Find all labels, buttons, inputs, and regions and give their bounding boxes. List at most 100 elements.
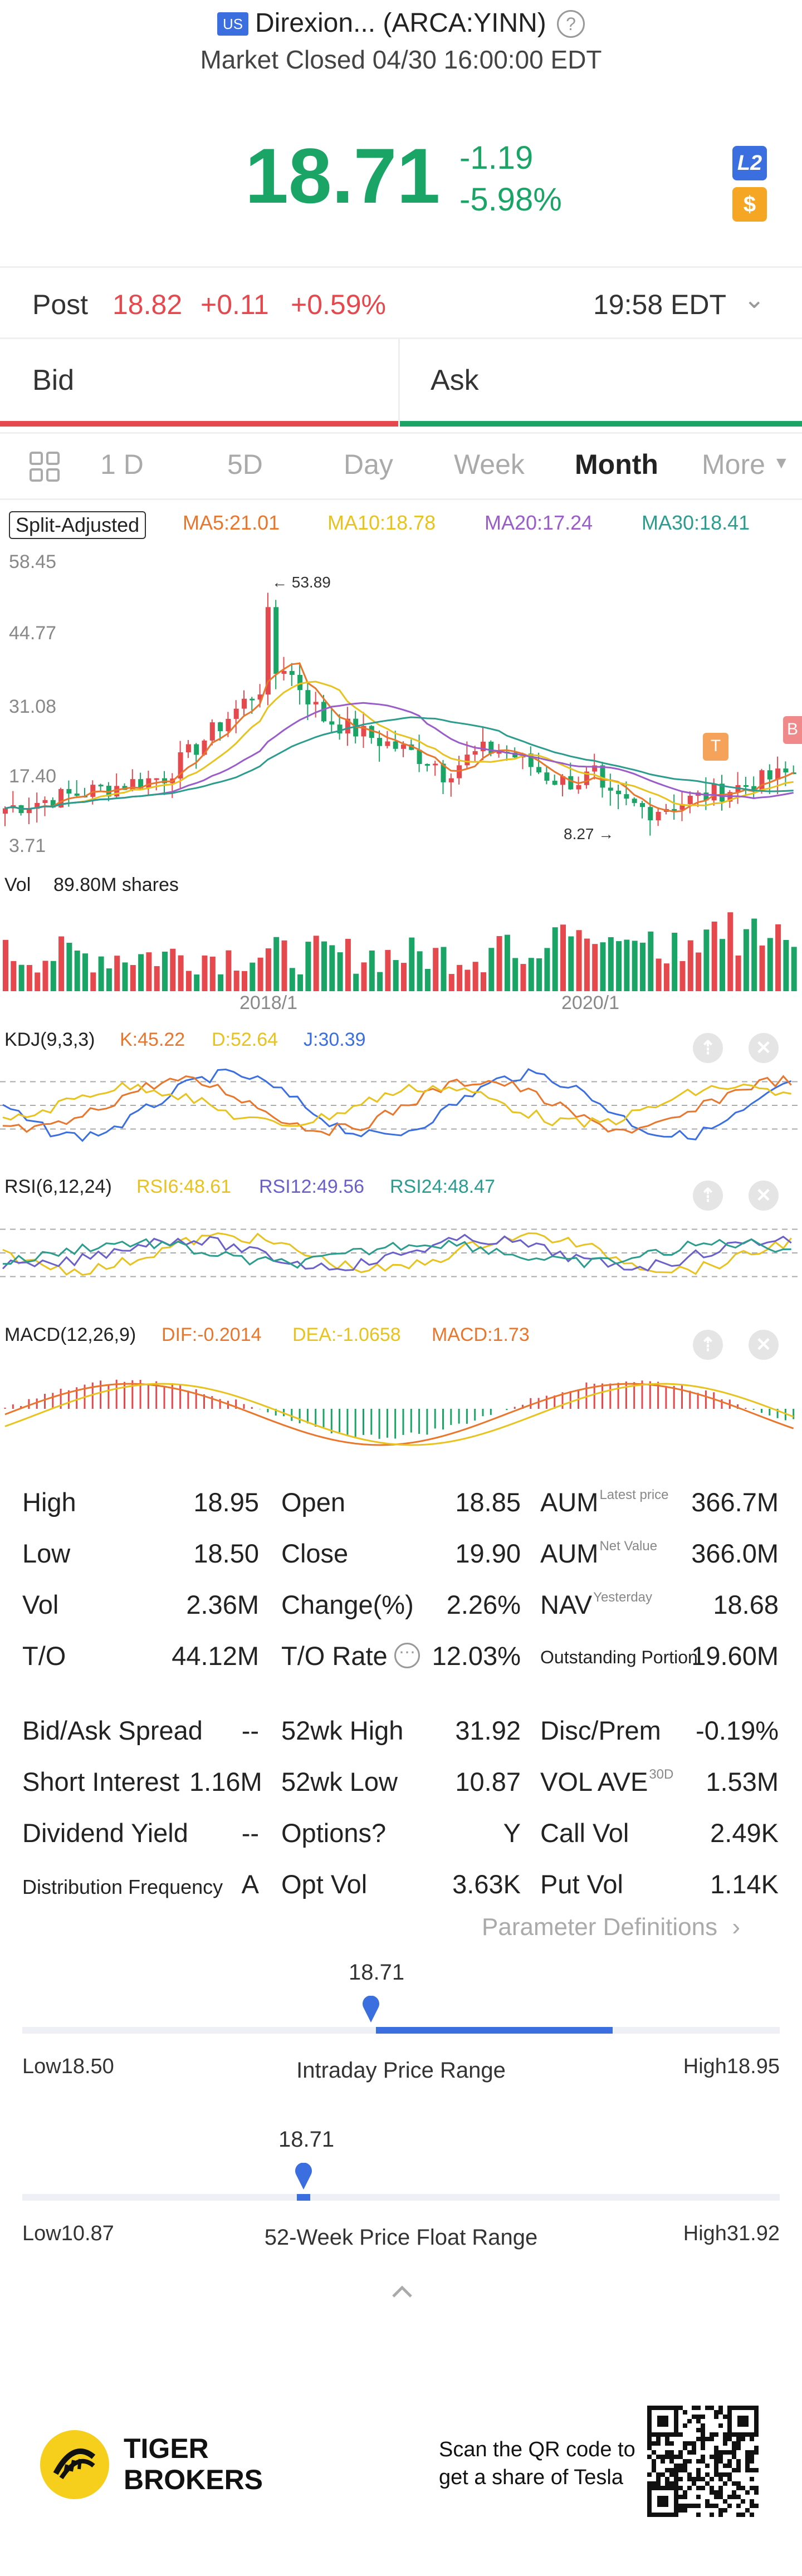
volume-bar bbox=[696, 952, 702, 991]
chevron-up-icon[interactable] bbox=[390, 2283, 414, 2305]
more-info-icon[interactable]: ⋯ bbox=[394, 1643, 420, 1668]
volume-bar bbox=[305, 942, 311, 991]
ma5-label: MA5:21.01 bbox=[183, 511, 280, 534]
stat-value: Y bbox=[503, 1818, 521, 1848]
post-change: +0.11 bbox=[200, 289, 269, 320]
kdj-chart[interactable] bbox=[0, 1058, 802, 1153]
qr-module bbox=[696, 2406, 701, 2410]
volume-bar bbox=[448, 974, 454, 991]
volume-bar bbox=[592, 944, 598, 991]
qr-module bbox=[750, 2468, 754, 2472]
brand-name-line1: TIGER bbox=[124, 2433, 209, 2464]
qr-module bbox=[727, 2477, 732, 2481]
parameter-definitions-link[interactable]: Parameter Definitions › bbox=[482, 1913, 740, 1941]
level2-badge[interactable]: L2 bbox=[732, 146, 767, 180]
pin-icon[interactable]: ⇡ bbox=[693, 1181, 723, 1211]
volume-bar bbox=[552, 927, 558, 991]
page-title[interactable]: Direxion... (ARCA:YINN) bbox=[255, 8, 546, 38]
qr-finder bbox=[647, 2406, 678, 2437]
volume-bar bbox=[3, 939, 8, 991]
help-circle-icon[interactable]: ? bbox=[557, 10, 585, 38]
tab-day[interactable]: Day bbox=[344, 449, 393, 480]
qr-module bbox=[714, 2446, 718, 2450]
location-pin-icon bbox=[362, 1995, 380, 2026]
candle-body bbox=[679, 804, 685, 810]
candle-body bbox=[743, 785, 749, 787]
qr-module bbox=[701, 2455, 705, 2459]
tab-5d[interactable]: 5D bbox=[227, 449, 263, 480]
candle-body bbox=[464, 755, 470, 766]
tab-1d[interactable]: 1 D bbox=[100, 449, 144, 480]
candle-body bbox=[90, 785, 96, 797]
qr-module bbox=[736, 2446, 741, 2450]
candle-body bbox=[791, 772, 796, 775]
volume-bar bbox=[297, 974, 304, 991]
last-price: 18.71 bbox=[245, 132, 441, 219]
pin-icon[interactable]: ⇡ bbox=[693, 1330, 723, 1360]
candle-body bbox=[345, 718, 350, 734]
intraday-range: 18.71 Low18.50 Intraday Price Range High… bbox=[22, 1960, 780, 2083]
candle-body bbox=[257, 694, 263, 700]
dollar-badge[interactable]: $ bbox=[732, 187, 767, 222]
qr-module bbox=[750, 2477, 754, 2481]
pin-icon[interactable]: ⇡ bbox=[693, 1033, 723, 1063]
chevron-down-icon[interactable]: ⌄ bbox=[744, 285, 765, 314]
qr-module bbox=[656, 2481, 661, 2486]
tab-week[interactable]: Week bbox=[454, 449, 525, 480]
volume-bar bbox=[265, 948, 271, 991]
stat-label: Open bbox=[281, 1487, 345, 1517]
trade-badge-t[interactable]: T bbox=[703, 733, 728, 761]
qr-module bbox=[661, 2459, 665, 2464]
tab-more[interactable]: More bbox=[702, 449, 765, 480]
candle-body bbox=[616, 790, 622, 795]
stat-label: Opt Vol bbox=[281, 1869, 368, 1899]
candle-body bbox=[289, 670, 295, 675]
volume-bar bbox=[512, 958, 519, 991]
macd-chart[interactable] bbox=[0, 1353, 802, 1465]
x-axis-label: 2020/1 bbox=[561, 992, 619, 1013]
candle-body bbox=[424, 763, 430, 766]
volume-bars[interactable] bbox=[0, 902, 802, 991]
qr-module bbox=[647, 2455, 652, 2459]
week52-track bbox=[22, 2194, 780, 2201]
qr-module bbox=[714, 2459, 718, 2464]
volume-bar bbox=[281, 940, 287, 991]
ask-button[interactable]: Ask bbox=[400, 339, 802, 427]
qr-module bbox=[745, 2455, 750, 2459]
qr-module bbox=[710, 2504, 714, 2508]
volume-bar bbox=[520, 964, 526, 991]
stat-label: Put Vol bbox=[540, 1869, 623, 1899]
qr-module bbox=[732, 2441, 736, 2446]
volume-bar bbox=[233, 971, 239, 991]
split-adjusted-toggle[interactable]: Split-Adjusted bbox=[9, 511, 146, 539]
qr-module bbox=[745, 2464, 750, 2468]
candlestick-chart[interactable]: 58.45 44.77 31.08 17.40 3.71 ← 53.89 8.2… bbox=[0, 551, 802, 863]
close-icon[interactable]: ✕ bbox=[749, 1181, 779, 1211]
volume-bar bbox=[504, 934, 510, 991]
qr-module bbox=[661, 2472, 665, 2477]
caret-down-icon[interactable]: ▼ bbox=[773, 454, 790, 472]
qr-module bbox=[678, 2495, 683, 2499]
candle-body bbox=[369, 726, 374, 738]
close-icon[interactable]: ✕ bbox=[749, 1330, 779, 1360]
qr-module bbox=[678, 2455, 683, 2459]
close-icon[interactable]: ✕ bbox=[749, 1033, 779, 1063]
trade-badge-b[interactable]: B bbox=[783, 716, 802, 744]
qr-module bbox=[687, 2441, 692, 2446]
candle-body bbox=[321, 702, 326, 722]
rsi-chart[interactable] bbox=[0, 1206, 802, 1300]
candle-body bbox=[26, 809, 32, 814]
tab-month[interactable]: Month bbox=[575, 449, 658, 480]
candle-body bbox=[433, 763, 438, 766]
stat-label: AUMNet Value bbox=[540, 1539, 658, 1568]
volume-bar bbox=[313, 936, 319, 991]
candle-body bbox=[687, 795, 693, 804]
qr-module bbox=[710, 2486, 714, 2490]
bid-button[interactable]: Bid bbox=[0, 339, 398, 427]
qr-module bbox=[683, 2423, 687, 2428]
qr-module bbox=[723, 2415, 727, 2419]
qr-module bbox=[723, 2437, 727, 2441]
post-market-row[interactable]: Post 18.82 +0.11 +0.59% 19:58 EDT ⌄ bbox=[0, 267, 802, 340]
candle-body bbox=[250, 698, 255, 701]
grid-layout-icon[interactable] bbox=[29, 451, 60, 482]
